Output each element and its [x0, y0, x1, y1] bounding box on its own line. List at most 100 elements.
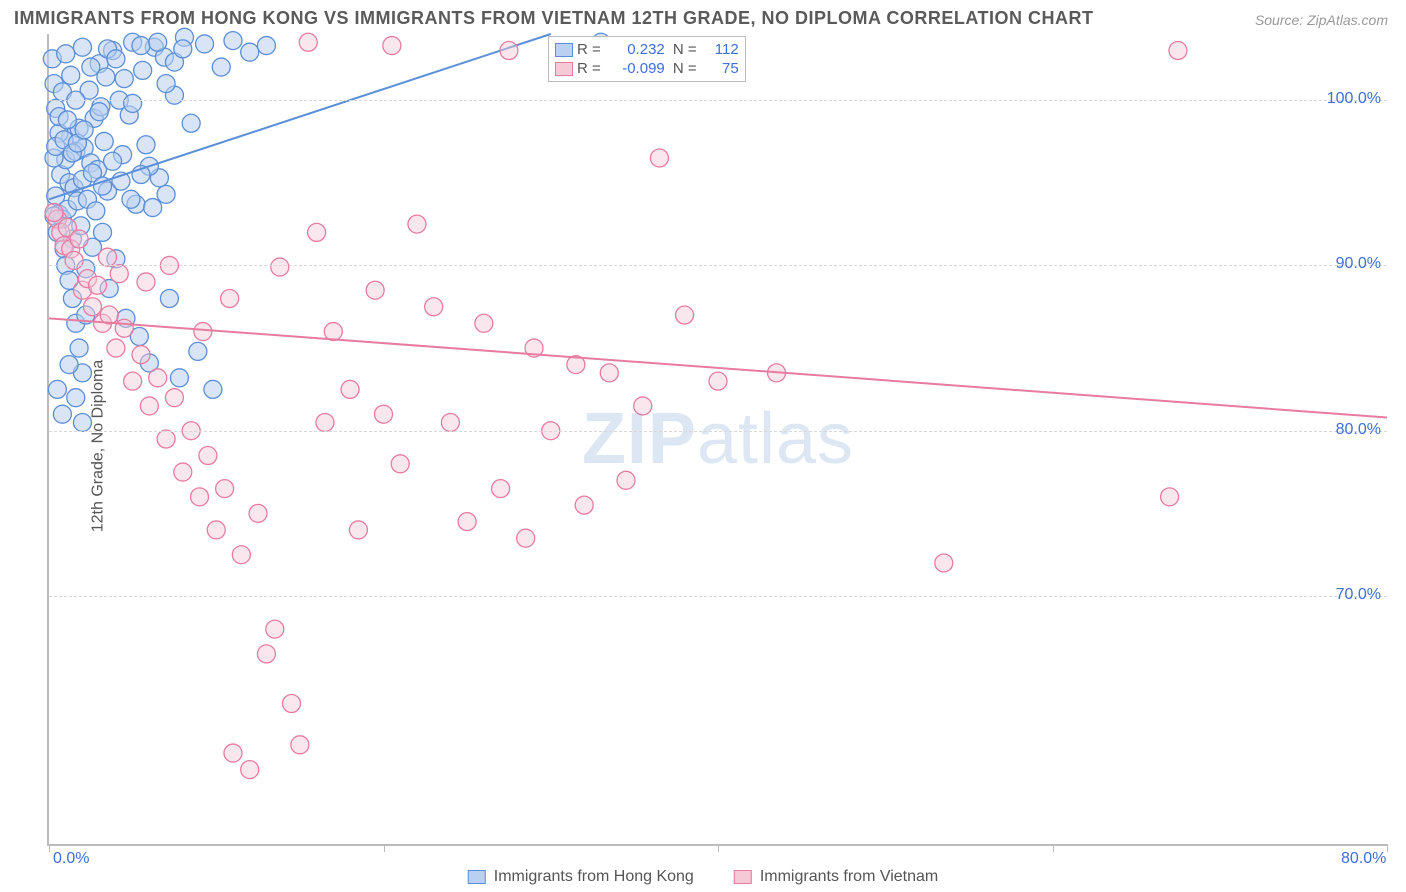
- data-point: [676, 306, 694, 324]
- chart-title: IMMIGRANTS FROM HONG KONG VS IMMIGRANTS …: [14, 8, 1093, 29]
- correlation-legend-row: R =-0.099 N =75: [555, 59, 739, 78]
- data-point: [82, 58, 100, 76]
- data-point: [60, 356, 78, 374]
- data-point: [204, 380, 222, 398]
- data-point: [144, 199, 162, 217]
- data-point: [124, 94, 142, 112]
- data-point: [1161, 488, 1179, 506]
- data-point: [174, 463, 192, 481]
- data-point: [366, 281, 384, 299]
- legend-r-value: -0.099: [605, 60, 665, 77]
- data-point: [241, 761, 259, 779]
- series-legend-label: Immigrants from Vietnam: [760, 868, 938, 886]
- gridline: [49, 265, 1387, 266]
- data-point: [257, 37, 275, 55]
- data-point: [107, 339, 125, 357]
- data-point: [160, 289, 178, 307]
- data-point: [1169, 42, 1187, 60]
- data-point: [122, 190, 140, 208]
- data-point: [182, 114, 200, 132]
- trend-line: [49, 318, 1387, 417]
- y-tick-label: 100.0%: [1327, 90, 1381, 108]
- data-point: [517, 529, 535, 547]
- data-point: [249, 504, 267, 522]
- data-point: [575, 496, 593, 514]
- series-legend-label: Immigrants from Hong Kong: [494, 868, 694, 886]
- data-point: [137, 273, 155, 291]
- data-point: [316, 413, 334, 431]
- data-point: [124, 372, 142, 390]
- data-point: [53, 405, 71, 423]
- legend-swatch: [468, 870, 486, 884]
- data-point: [95, 132, 113, 150]
- chart-source: Source: ZipAtlas.com: [1255, 12, 1388, 28]
- data-point: [349, 521, 367, 539]
- data-point: [221, 289, 239, 307]
- gridline: [49, 596, 1387, 597]
- data-point: [194, 323, 212, 341]
- data-point: [189, 342, 207, 360]
- data-point: [110, 265, 128, 283]
- data-point: [196, 35, 214, 53]
- data-point: [650, 149, 668, 167]
- correlation-legend: R =0.232 N =112R =-0.099 N =75: [548, 36, 746, 82]
- data-point: [935, 554, 953, 572]
- scatter-chart-svg: [49, 34, 1387, 844]
- data-point: [458, 513, 476, 531]
- data-point: [709, 372, 727, 390]
- data-point: [157, 75, 175, 93]
- legend-n-label: N =: [669, 41, 697, 58]
- legend-n-value: 75: [701, 60, 739, 77]
- data-point: [425, 298, 443, 316]
- data-point: [634, 397, 652, 415]
- data-point: [617, 471, 635, 489]
- data-point: [62, 66, 80, 84]
- data-point: [57, 45, 75, 63]
- data-point: [65, 251, 83, 269]
- x-tick: [384, 844, 385, 852]
- data-point: [94, 223, 112, 241]
- y-tick-label: 90.0%: [1336, 255, 1381, 273]
- series-legend-item: Immigrants from Vietnam: [734, 868, 938, 886]
- correlation-legend-row: R =0.232 N =112: [555, 40, 739, 59]
- legend-swatch: [555, 62, 573, 76]
- data-point: [99, 248, 117, 266]
- data-point: [224, 32, 242, 50]
- data-point: [441, 413, 459, 431]
- x-tick-label: 80.0%: [1341, 850, 1386, 868]
- data-point: [283, 694, 301, 712]
- data-point: [157, 430, 175, 448]
- y-tick-label: 70.0%: [1336, 586, 1381, 604]
- data-point: [107, 50, 125, 68]
- x-tick: [49, 844, 50, 852]
- data-point: [383, 37, 401, 55]
- data-point: [45, 204, 63, 222]
- data-point: [75, 121, 93, 139]
- data-point: [492, 480, 510, 498]
- x-tick: [1387, 844, 1388, 852]
- data-point: [299, 33, 317, 51]
- data-point: [212, 58, 230, 76]
- data-point: [291, 736, 309, 754]
- data-point: [170, 369, 188, 387]
- data-point: [207, 521, 225, 539]
- data-point: [324, 323, 342, 341]
- data-point: [266, 620, 284, 638]
- data-point: [391, 455, 409, 473]
- data-point: [165, 389, 183, 407]
- data-point: [149, 33, 167, 51]
- data-point: [157, 185, 175, 203]
- data-point: [140, 397, 158, 415]
- data-point: [191, 488, 209, 506]
- legend-r-value: 0.232: [605, 41, 665, 58]
- data-point: [216, 480, 234, 498]
- legend-r-label: R =: [577, 41, 601, 58]
- plot-area: ZIPatlas 70.0%80.0%90.0%100.0%0.0%80.0%: [47, 34, 1387, 846]
- data-point: [174, 40, 192, 58]
- data-point: [500, 42, 518, 60]
- data-point: [115, 319, 133, 337]
- data-point: [67, 389, 85, 407]
- gridline: [49, 431, 1387, 432]
- x-tick-label: 0.0%: [53, 850, 89, 868]
- data-point: [241, 43, 259, 61]
